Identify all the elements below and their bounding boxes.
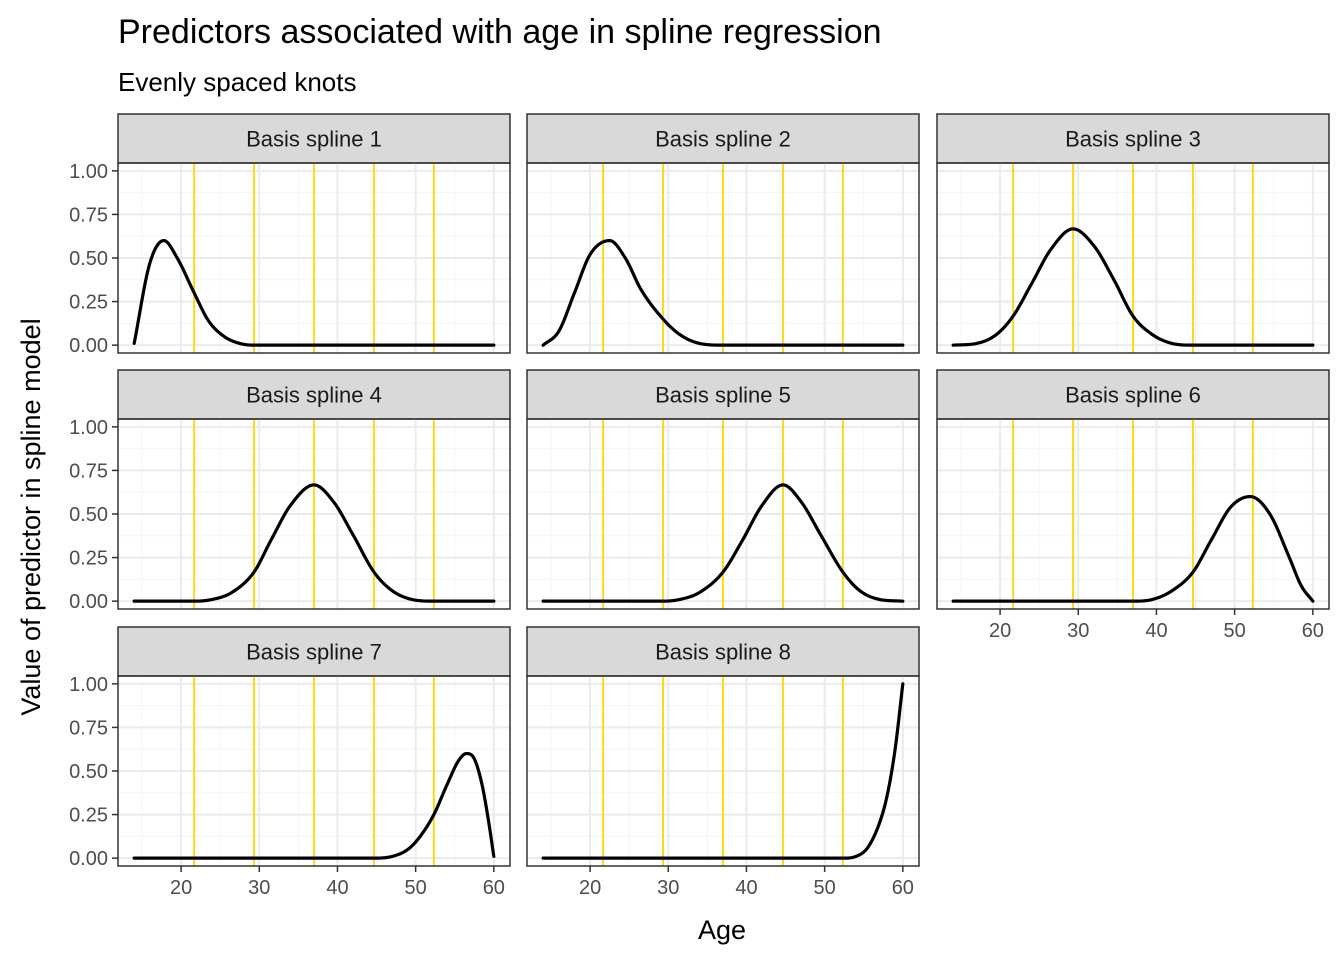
x-tick-label: 30 <box>248 877 270 899</box>
x-tick-label: 20 <box>989 620 1011 642</box>
x-tick-label: 40 <box>326 877 348 899</box>
facet-panel-6: Basis spline 6 20 30 40 50 60 <box>936 369 1330 642</box>
x-tick-label: 30 <box>657 877 679 899</box>
facet-strip-label: Basis spline 2 <box>655 127 791 152</box>
facet-strip <box>936 113 1330 164</box>
panel-border <box>526 675 920 867</box>
facet-strip-label: Basis spline 3 <box>1065 127 1201 152</box>
spline-curve <box>541 238 905 347</box>
spline-curve <box>132 238 496 347</box>
facet-panel-8: Basis spline 8 20 30 40 50 60 <box>526 626 920 899</box>
y-tick-label: 0.50 <box>69 761 108 783</box>
x-tick-label: 20 <box>579 877 601 899</box>
y-tick-label: 1.00 <box>69 161 108 183</box>
facet-panel-7: Basis spline 7 0.00 0.25 0.50 0.75 1.00 20 30 40… <box>69 626 511 899</box>
spline-curve <box>951 494 1315 603</box>
chart-title: Predictors associated with age in spline… <box>118 13 882 51</box>
panel-border <box>936 162 1330 354</box>
x-tick-label: 50 <box>814 877 836 899</box>
y-tick-label: 1.00 <box>69 417 108 439</box>
spline-curve <box>541 483 905 603</box>
facet-strip-label: Basis spline 5 <box>655 383 791 408</box>
y-tick-label: 1.00 <box>69 674 108 696</box>
spline-curve <box>132 751 496 860</box>
facet-panel-2: Basis spline 2 <box>526 113 920 354</box>
spline-curve <box>132 483 496 603</box>
facet-strip <box>117 626 511 677</box>
facet-panel-1: Basis spline 1 0.00 0.25 0.50 0.75 1.00 <box>69 113 511 357</box>
x-tick-label: 20 <box>170 877 192 899</box>
y-tick-label: 0.00 <box>69 591 108 613</box>
facet-strip-label: Basis spline 1 <box>246 127 382 152</box>
x-tick-label: 30 <box>1067 620 1089 642</box>
y-tick-label: 0.50 <box>69 504 108 526</box>
facet-panel-5: Basis spline 5 <box>526 369 920 610</box>
panel-border <box>526 162 920 354</box>
facet-strip <box>117 113 511 164</box>
y-tick-label: 0.50 <box>69 248 108 270</box>
facet-strip <box>526 626 920 677</box>
facet-panel-3: Basis spline 3 <box>936 113 1330 354</box>
facet-panels: Basis spline 10.000.250.500.751.00Basis … <box>69 113 1330 899</box>
x-tick-label: 50 <box>405 877 427 899</box>
panel-border <box>526 418 920 610</box>
x-tick-label: 60 <box>892 877 914 899</box>
x-tick-label: 60 <box>1302 620 1324 642</box>
y-tick-label: 0.25 <box>69 805 108 827</box>
x-tick-label: 50 <box>1224 620 1246 642</box>
panel-border <box>936 418 1330 610</box>
spline-curve <box>951 227 1315 347</box>
facet-strip-label: Basis spline 7 <box>246 640 382 665</box>
facet-panel-4: Basis spline 4 0.00 0.25 0.50 0.75 1.00 <box>69 369 511 613</box>
x-axis-label: Age <box>698 915 746 945</box>
y-axis-label: Value of predictor in spline model <box>16 318 46 715</box>
y-tick-label: 0.00 <box>69 848 108 870</box>
y-tick-label: 0.75 <box>69 460 108 482</box>
y-tick-label: 0.75 <box>69 204 108 226</box>
facet-strip-label: Basis spline 8 <box>655 640 791 665</box>
facet-strip <box>117 369 511 420</box>
facet-strip-label: Basis spline 6 <box>1065 383 1201 408</box>
x-tick-label: 60 <box>483 877 505 899</box>
x-tick-label: 40 <box>1145 620 1167 642</box>
x-tick-label: 40 <box>735 877 757 899</box>
facet-strip <box>526 113 920 164</box>
spline-curve <box>541 682 905 860</box>
y-tick-label: 0.25 <box>69 292 108 314</box>
facet-strip-label: Basis spline 4 <box>246 383 382 408</box>
y-tick-label: 0.00 <box>69 335 108 357</box>
chart-subtitle: Evenly spaced knots <box>118 67 356 97</box>
facet-strip <box>936 369 1330 420</box>
y-tick-label: 0.75 <box>69 717 108 739</box>
facet-strip <box>526 369 920 420</box>
y-tick-label: 0.25 <box>69 548 108 570</box>
